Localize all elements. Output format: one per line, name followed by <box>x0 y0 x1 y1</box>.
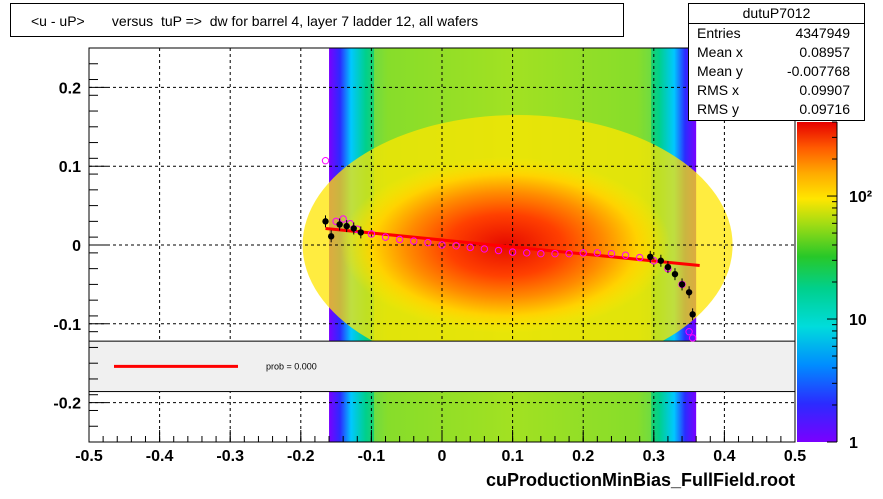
y-tick-label: 0.1 <box>59 159 81 176</box>
y-tick-label: 0.2 <box>59 80 81 97</box>
profile-point <box>689 311 696 318</box>
marker-point <box>466 243 474 252</box>
stats-row: Mean x 0.08957 <box>689 43 864 62</box>
profile-point <box>657 257 665 264</box>
colorbar-gradient <box>797 122 837 442</box>
stats-box: dutuP7012 Entries 4347949 Mean x 0.08957… <box>688 3 865 121</box>
footer-label: cuProductionMinBias_FullField.root <box>486 470 796 490</box>
stats-label: Mean x <box>697 44 743 60</box>
marker-point <box>579 249 587 257</box>
marker-point <box>395 235 404 244</box>
x-tick-label: 0.1 <box>501 448 523 465</box>
marker-point <box>621 251 630 259</box>
stats-row: RMS y 0.09716 <box>689 100 864 119</box>
marker-point <box>607 249 616 258</box>
profile-point <box>343 222 350 230</box>
x-tick-label: -0.3 <box>216 448 244 465</box>
y-tick-label: -0.2 <box>53 396 81 413</box>
x-tick-label: 0.5 <box>784 448 806 465</box>
profile-point <box>678 281 686 288</box>
profile-point <box>671 270 679 278</box>
stats-row: Mean y -0.007768 <box>689 62 864 81</box>
x-tick-label: 0.4 <box>713 448 735 465</box>
marker-point <box>685 327 693 336</box>
profile-point <box>327 233 335 240</box>
x-tick-label: 0.3 <box>643 448 665 465</box>
stats-row: RMS x 0.09907 <box>689 81 864 100</box>
marker-point <box>537 249 545 258</box>
marker-point <box>452 242 460 250</box>
marker-point <box>593 249 602 257</box>
x-tick-label: -0.5 <box>75 448 103 465</box>
marker-point <box>508 248 517 256</box>
marker-point <box>480 245 489 253</box>
stats-value: -0.007768 <box>786 63 850 79</box>
stats-value: 4347949 <box>795 25 850 41</box>
x-tick-label: 0 <box>438 448 447 465</box>
stats-label: RMS y <box>697 101 739 117</box>
stats-label: Entries <box>697 25 741 41</box>
x-tick-label: -0.1 <box>358 448 386 465</box>
x-tick-label: 0.2 <box>572 448 594 465</box>
marker-point <box>688 334 697 342</box>
stats-row: Entries 4347949 <box>689 24 864 43</box>
marker-point <box>523 249 531 257</box>
marker-point <box>635 253 644 262</box>
colorbar-tick-label: 1 <box>849 435 858 452</box>
marker-point <box>321 156 330 165</box>
profile-point <box>664 263 672 271</box>
marker-point <box>424 238 432 247</box>
profile-point <box>685 289 693 296</box>
stats-title: dutuP7012 <box>689 4 864 24</box>
stats-value: 0.08957 <box>799 44 850 60</box>
marker-point <box>551 249 559 258</box>
x-tick-label: -0.4 <box>146 448 174 465</box>
marker-point <box>410 237 418 245</box>
marker-point <box>367 230 376 238</box>
profile-point <box>647 253 654 261</box>
colorbar-tick-label: 10 <box>849 312 867 329</box>
profile-point <box>336 221 343 228</box>
title-box: <u - uP> versus tuP => dw for barrel 4, … <box>10 3 624 37</box>
stats-value: 0.09716 <box>799 101 850 117</box>
marker-point <box>565 249 573 258</box>
marker-point <box>381 233 390 241</box>
marker-point <box>494 246 503 255</box>
profile-point <box>350 225 357 232</box>
stats-label: RMS x <box>697 82 739 98</box>
stats-label: Mean y <box>697 63 743 79</box>
marker-point <box>438 241 446 249</box>
chart-title: <u - uP> versus tuP => dw for barrel 4, … <box>31 13 479 29</box>
x-tick-label: -0.2 <box>287 448 315 465</box>
profile-point <box>357 229 365 236</box>
legend-fit-label: prob = 0.000 <box>266 361 317 371</box>
y-tick-label: 0 <box>72 238 81 255</box>
profile-point <box>322 218 329 225</box>
colorbar-tick-label: 10² <box>849 189 872 206</box>
stats-value: 0.09907 <box>799 82 850 98</box>
y-tick-label: -0.1 <box>53 317 81 334</box>
